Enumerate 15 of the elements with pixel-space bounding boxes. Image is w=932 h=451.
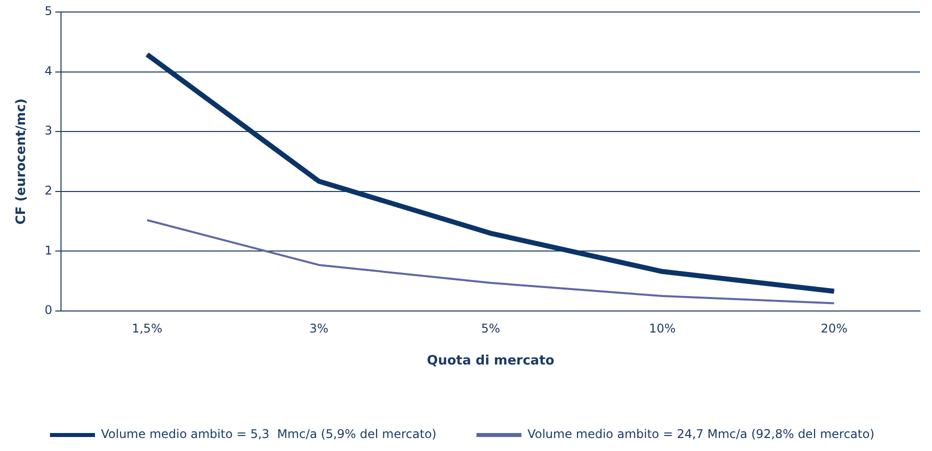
x-tick-label: 10% <box>649 321 676 336</box>
y-tick-label: 5 <box>44 4 52 18</box>
x-axis-title: Quota di mercato <box>426 354 554 369</box>
y-tick-label: 3 <box>44 124 52 138</box>
y-tick-label: 4 <box>44 64 52 78</box>
legend-label: Volume medio ambito = 5,3 Mmc/a (5,9% del mercato) <box>101 427 436 442</box>
x-tick-label: 3% <box>309 321 328 336</box>
x-tick-label: 20% <box>820 321 848 336</box>
x-tick-label: 5% <box>481 321 500 336</box>
y-axis-title: CF (eurocent/mc) <box>14 98 30 225</box>
y-tick-label: 2 <box>44 184 52 198</box>
y-tick-label: 1 <box>44 243 52 258</box>
legend-label: Volume medio ambito = 24,7 Mmc/a (92,8% del mercato) <box>527 427 874 442</box>
y-tick-label: 0 <box>44 303 52 318</box>
x-tick-label: 1,5% <box>132 321 162 336</box>
